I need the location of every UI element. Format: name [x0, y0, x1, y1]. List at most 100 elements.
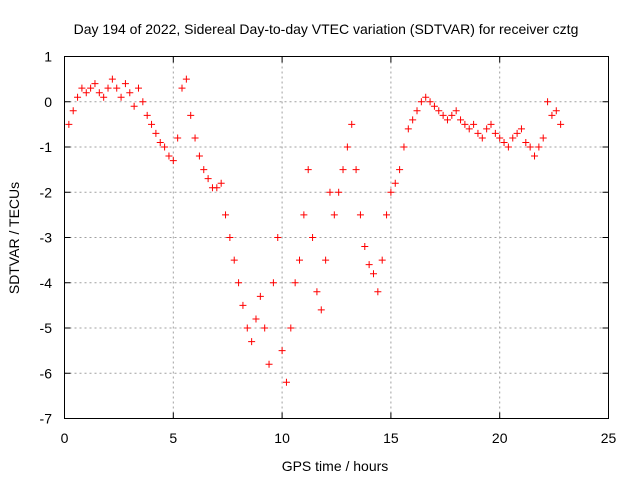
y-tick-label: 0 — [44, 94, 52, 110]
data-point — [413, 107, 421, 115]
data-point — [217, 179, 225, 187]
data-point — [504, 143, 512, 151]
data-point — [526, 143, 534, 151]
data-point — [91, 80, 99, 88]
data-point — [309, 234, 317, 241]
data-point — [452, 107, 460, 115]
data-point — [343, 143, 351, 151]
data-point — [487, 120, 495, 128]
x-axis-label: GPS time / hours — [282, 458, 389, 474]
data-point — [69, 107, 77, 115]
data-point — [74, 93, 82, 101]
y-tick-label: -7 — [40, 411, 53, 427]
data-point — [143, 111, 151, 119]
y-tick-label: -1 — [40, 139, 53, 155]
data-point — [330, 211, 338, 219]
data-point — [517, 125, 525, 133]
data-point — [322, 256, 330, 264]
data-point — [108, 75, 116, 83]
data-point — [222, 211, 230, 219]
data-point — [317, 306, 325, 314]
data-point — [200, 166, 208, 174]
data-point — [291, 279, 299, 287]
data-point — [535, 143, 543, 151]
data-point — [531, 152, 539, 160]
data-point — [348, 120, 356, 128]
data-point — [117, 93, 125, 101]
x-tick-label: 15 — [383, 430, 399, 446]
data-point — [113, 84, 121, 92]
data-point — [78, 84, 86, 92]
data-point — [417, 98, 425, 106]
data-point — [130, 102, 138, 110]
data-point — [496, 134, 504, 142]
x-tick-label: 10 — [274, 430, 290, 446]
data-point — [65, 120, 73, 128]
data-point — [522, 138, 530, 146]
data-point — [282, 378, 290, 386]
data-point — [156, 138, 164, 146]
data-point — [126, 89, 134, 97]
data-point — [552, 107, 560, 115]
data-point — [513, 129, 521, 137]
data-point — [483, 125, 491, 133]
x-tick-label: 0 — [61, 430, 69, 446]
data-point — [544, 98, 552, 106]
data-point — [461, 120, 469, 128]
data-point — [165, 152, 173, 160]
data-point — [134, 84, 142, 92]
data-point — [104, 84, 112, 92]
data-point — [465, 125, 473, 133]
data-point — [369, 270, 377, 278]
data-point — [82, 89, 90, 97]
data-point — [152, 129, 160, 137]
data-point — [230, 256, 238, 264]
data-point — [226, 234, 234, 241]
y-tick-label: -4 — [40, 275, 53, 291]
data-point — [326, 188, 334, 196]
data-point — [169, 157, 177, 165]
data-point — [239, 301, 247, 309]
data-point — [539, 134, 547, 142]
data-point — [500, 138, 508, 146]
data-point — [304, 166, 312, 174]
data-point — [148, 120, 156, 128]
data-point — [400, 143, 408, 151]
data-points — [65, 75, 565, 386]
data-point — [269, 279, 277, 287]
data-point — [235, 279, 243, 287]
y-tick-label: -2 — [40, 184, 53, 200]
data-point — [274, 234, 282, 241]
data-point — [448, 111, 456, 119]
y-tick-label: 1 — [44, 49, 52, 65]
data-point — [478, 134, 486, 142]
data-point — [195, 152, 203, 160]
data-point — [470, 120, 478, 128]
plot-frame — [64, 56, 609, 419]
data-point — [265, 360, 273, 368]
data-point — [548, 111, 556, 119]
data-point — [491, 129, 499, 137]
data-point — [509, 134, 517, 142]
data-point — [261, 324, 269, 332]
data-point — [352, 166, 360, 174]
data-point — [443, 116, 451, 124]
data-point — [139, 98, 147, 106]
data-point — [474, 129, 482, 137]
data-point — [396, 166, 404, 174]
data-point — [391, 179, 399, 187]
data-point — [426, 98, 434, 106]
data-point — [248, 338, 256, 346]
data-point — [383, 211, 391, 219]
data-point — [256, 292, 264, 300]
data-point — [365, 261, 373, 269]
x-tick-label: 5 — [169, 430, 177, 446]
data-point — [313, 288, 321, 296]
data-point — [95, 89, 103, 97]
data-point — [435, 107, 443, 115]
data-point — [87, 84, 95, 92]
data-point — [252, 315, 260, 323]
data-point — [404, 125, 412, 133]
data-point — [278, 347, 286, 355]
data-point — [213, 184, 221, 192]
